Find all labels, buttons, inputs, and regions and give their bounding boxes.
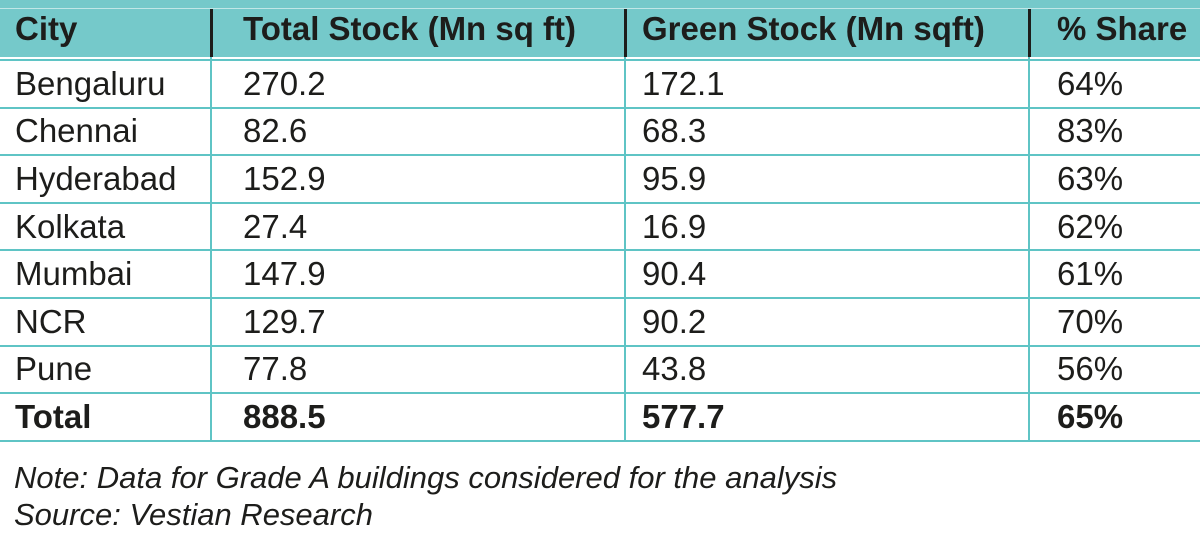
green-stock-total-cell: 577.7 [642, 397, 725, 435]
table-row: Hyderabad 152.9 95.9 63% [0, 156, 1200, 204]
green-stock-cell: 43.8 [642, 350, 707, 388]
header-column-divider [624, 9, 627, 57]
table-total-row: Total 888.5 577.7 65% [0, 394, 1200, 442]
table-row: Kolkata 27.4 16.9 62% [0, 203, 1200, 252]
total-stock-cell: 147.9 [243, 255, 326, 293]
table-row: Mumbai 147.9 90.4 61% [0, 251, 1200, 299]
table-row: Chennai 82.6 68.3 83% [0, 108, 1200, 157]
total-stock-cell: 129.7 [243, 302, 326, 340]
total-stock-cell: 270.2 [243, 64, 326, 102]
share-cell: 83% [1057, 112, 1124, 150]
city-cell: Chennai [15, 112, 138, 150]
share-cell: 70% [1057, 302, 1124, 340]
source-text: Source: Vestian Research [14, 496, 373, 532]
table-row: NCR 129.7 90.2 70% [0, 298, 1200, 347]
green-stock-cell: 95.9 [642, 159, 707, 197]
column-header-total-stock: Total Stock (Mn sq ft) [243, 9, 577, 47]
table-header-row: City Total Stock (Mn sq ft) Green Stock … [0, 0, 1200, 57]
green-stock-cell: 90.4 [642, 255, 707, 293]
share-cell: 64% [1057, 64, 1124, 102]
header-column-divider [1028, 9, 1031, 57]
total-stock-cell: 152.9 [243, 159, 326, 197]
total-label-cell: Total [15, 397, 92, 435]
green-stock-cell: 68.3 [642, 112, 707, 150]
column-header-city: City [15, 9, 78, 47]
note-text: Note: Data for Grade A buildings conside… [14, 459, 838, 495]
body-column-divider [210, 57, 212, 442]
body-column-divider [1028, 57, 1030, 442]
city-cell: Bengaluru [15, 64, 166, 102]
column-header-share: % Share [1057, 9, 1188, 47]
share-cell: 63% [1057, 159, 1124, 197]
total-stock-total-cell: 888.5 [243, 397, 326, 435]
green-stock-cell: 172.1 [642, 64, 725, 102]
city-cell: Hyderabad [15, 159, 177, 197]
header-column-divider [210, 9, 213, 57]
total-stock-cell: 27.4 [243, 207, 308, 245]
share-cell: 56% [1057, 350, 1124, 388]
column-header-green-stock: Green Stock (Mn sqft) [642, 9, 985, 47]
table-body: Bengaluru 270.2 172.1 64% Chennai 82.6 6… [0, 59, 1200, 395]
header-top-line [0, 8, 1200, 9]
table-row: Bengaluru 270.2 172.1 64% [0, 61, 1200, 109]
share-cell: 62% [1057, 207, 1124, 245]
green-stock-table: City Total Stock (Mn sq ft) Green Stock … [0, 0, 1200, 442]
green-stock-cell: 16.9 [642, 207, 707, 245]
share-cell: 61% [1057, 255, 1124, 293]
share-total-cell: 65% [1057, 397, 1124, 435]
city-cell: Mumbai [15, 255, 133, 293]
body-column-divider [624, 57, 626, 442]
city-cell: Pune [15, 350, 93, 388]
city-cell: Kolkata [15, 207, 126, 245]
total-stock-cell: 82.6 [243, 112, 308, 150]
total-stock-cell: 77.8 [243, 350, 308, 388]
green-stock-cell: 90.2 [642, 302, 707, 340]
city-cell: NCR [15, 302, 87, 340]
footnotes: Note: Data for Grade A buildings conside… [14, 459, 1200, 533]
table-row: Pune 77.8 43.8 56% [0, 346, 1200, 395]
